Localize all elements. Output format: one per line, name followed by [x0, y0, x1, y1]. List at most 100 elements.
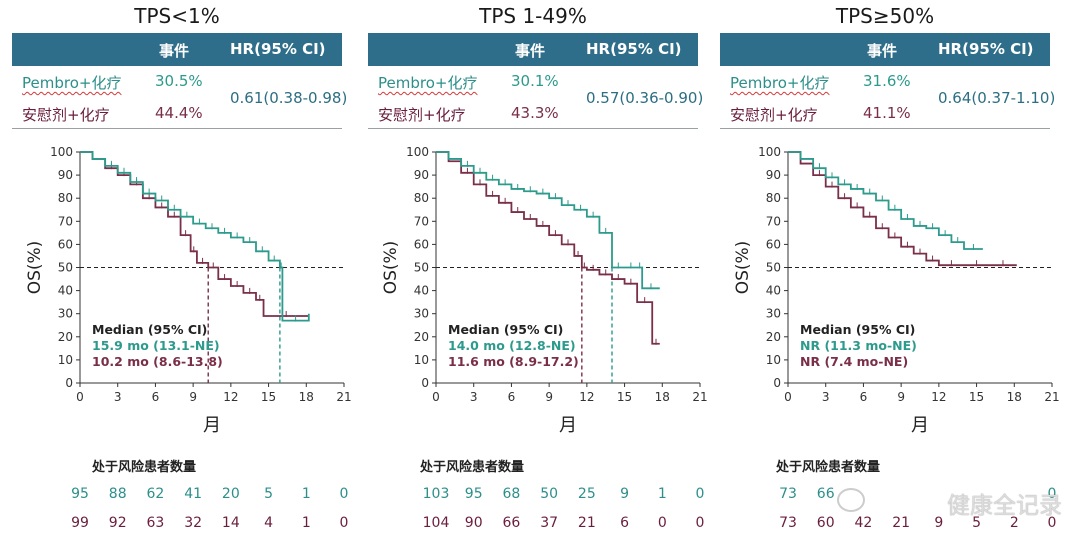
median-pembro: 15.9 mo (13.1-NE) — [92, 338, 220, 353]
risk-count: 103 — [422, 486, 450, 502]
y-tick-label: 40 — [766, 284, 781, 298]
event-rate: 41.1% — [863, 104, 911, 122]
x-tick-label: 21 — [1044, 390, 1059, 404]
y-tick-label: 70 — [58, 214, 73, 228]
table-header: 事件 HR(95% CI) — [12, 33, 342, 66]
table-header: 事件 HR(95% CI) — [368, 33, 698, 66]
y-tick-label: 10 — [414, 353, 429, 367]
risk-count: 1 — [657, 486, 667, 502]
median-pembro: 14.0 mo (12.8-NE) — [448, 338, 576, 353]
risk-count: 14 — [221, 515, 240, 531]
risk-count: 6 — [620, 515, 630, 531]
hr-header: HR(95% CI) — [938, 40, 1034, 58]
watermark: 健康全记录 — [947, 493, 1062, 519]
km-chart: 0 10 20 30 40 50 60 70 80 90 100 0 3 6 9 12 15 18 21 月 OS(%)… — [381, 145, 708, 436]
x-axis-label: 月 — [203, 415, 221, 436]
median-label: Median (95% CI) — [448, 322, 563, 337]
risk-count: 21 — [892, 515, 911, 531]
panel-tps-1-49: TPS 1-49% 事件 HR(95% CI) Pembro+化疗 30.1% … — [368, 0, 708, 545]
panel-title: TPS≥50% — [835, 4, 935, 28]
risk-count: 42 — [854, 515, 873, 531]
risk-header: 处于风险患者数量 — [420, 460, 525, 475]
y-tick-label: 20 — [766, 330, 781, 344]
risk-count: 1 — [301, 515, 311, 531]
arm-label: 安慰剂+化疗 — [730, 106, 818, 124]
x-tick-label: 21 — [336, 390, 351, 404]
risk-count: 0 — [1047, 515, 1057, 531]
y-tick-label: 50 — [58, 261, 73, 275]
risk-count: 0 — [695, 486, 705, 502]
panel-title: TPS<1% — [134, 4, 220, 28]
y-tick-label: 70 — [766, 214, 781, 228]
km-chart: 0 10 20 30 40 50 60 70 80 90 100 0 3 6 9 12 15 18 21 月 OS(%)… — [733, 145, 1060, 436]
median-pembro: NR (11.3 mo-NE) — [800, 338, 917, 353]
x-tick-label: 18 — [299, 390, 314, 404]
arm-label: 安慰剂+化疗 — [22, 106, 110, 124]
median-label: Median (95% CI) — [92, 322, 207, 337]
y-axis-label: OS(%) — [25, 241, 45, 295]
x-tick-label: 3 — [470, 390, 478, 404]
x-tick-label: 3 — [114, 390, 122, 404]
risk-count: 9 — [934, 515, 944, 531]
y-tick-label: 60 — [58, 237, 73, 251]
risk-count: 99 — [71, 515, 89, 531]
x-tick-label: 9 — [897, 390, 905, 404]
risk-count: 1 — [301, 486, 311, 502]
y-tick-label: 90 — [58, 168, 73, 182]
risk-count: 2 — [1009, 515, 1019, 531]
event-rate: 30.1% — [511, 72, 559, 90]
summary-rows: Pembro+化疗 30.1% 安慰剂+化疗 43.3% 0.57(0.36-0… — [368, 66, 703, 129]
panel-tps-lt1: TPS<1% 事件 HR(95% CI) Pembro+化疗 30.5% 安慰剂… — [12, 0, 352, 545]
risk-count: 63 — [146, 515, 165, 531]
y-tick-label: 20 — [414, 330, 429, 344]
y-axis-label: OS(%) — [381, 241, 401, 295]
risk-header: 处于风险患者数量 — [776, 460, 881, 475]
curve-placebo — [436, 151, 660, 345]
y-tick-label: 90 — [766, 168, 781, 182]
x-tick-label: 0 — [432, 390, 440, 404]
x-tick-label: 6 — [860, 390, 868, 404]
x-tick-label: 3 — [822, 390, 830, 404]
x-tick-label: 18 — [1007, 390, 1022, 404]
x-tick-label: 9 — [189, 390, 197, 404]
curve-pembro — [80, 151, 310, 322]
risk-count: 95 — [71, 486, 89, 502]
y-tick-label: 40 — [414, 284, 429, 298]
risk-count: 32 — [184, 515, 203, 531]
risk-count: 62 — [146, 486, 165, 502]
x-tick-label: 15 — [969, 390, 984, 404]
x-tick-label: 12 — [223, 390, 238, 404]
event-rate: 44.4% — [155, 104, 203, 122]
risk-count: 0 — [339, 515, 349, 531]
x-tick-label: 0 — [76, 390, 84, 404]
risk-count: 95 — [464, 486, 483, 502]
hr-header: HR(95% CI) — [586, 40, 682, 58]
y-tick-label: 10 — [58, 353, 73, 367]
event-rate: 31.6% — [863, 72, 911, 90]
x-tick-label: 15 — [261, 390, 276, 404]
y-tick-label: 70 — [414, 214, 429, 228]
curve-placebo — [80, 151, 309, 317]
y-tick-label: 30 — [414, 307, 429, 321]
x-tick-label: 21 — [692, 390, 707, 404]
panel-tps-ge50: TPS≥50% 事件 HR(95% CI) Pembro+化疗 31.6% 安慰… — [720, 0, 1060, 545]
risk-count: 37 — [540, 515, 559, 531]
events-header: 事件 — [515, 42, 546, 60]
x-tick-label: 9 — [545, 390, 553, 404]
y-tick-label: 80 — [766, 191, 781, 205]
risk-count: 66 — [816, 486, 835, 502]
hr-value: 0.61(0.38-0.98) — [230, 89, 348, 107]
risk-count: 68 — [502, 486, 521, 502]
event-rate: 43.3% — [511, 104, 559, 122]
x-axis-label: 月 — [559, 415, 577, 436]
arm-label: Pembro+化疗 — [730, 74, 830, 92]
median-placebo: NR (7.4 mo-NE) — [800, 354, 908, 369]
y-tick-label: 80 — [58, 191, 73, 205]
risk-count: 0 — [695, 515, 705, 531]
median-placebo: 10.2 mo (8.6-13.8) — [92, 354, 223, 369]
y-tick-label: 30 — [58, 307, 73, 321]
y-axis-label: OS(%) — [733, 241, 753, 295]
y-tick-label: 90 — [414, 168, 429, 182]
risk-count: 0 — [657, 515, 667, 531]
x-tick-label: 6 — [152, 390, 160, 404]
